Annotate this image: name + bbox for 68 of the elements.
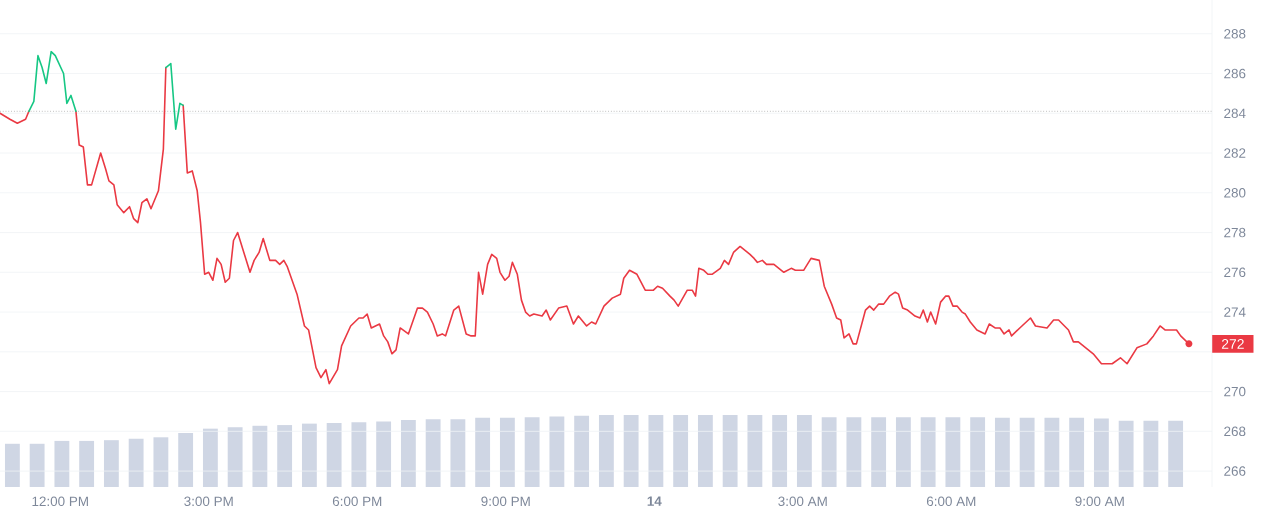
x-tick-label: 6:00 PM bbox=[332, 496, 382, 507]
y-tick-label: 284 bbox=[1224, 108, 1246, 119]
bar bbox=[54, 440, 70, 487]
bar bbox=[1069, 417, 1085, 487]
bar bbox=[351, 422, 367, 487]
y-tick-label: 282 bbox=[1224, 148, 1246, 158]
bar bbox=[475, 417, 491, 487]
bar bbox=[871, 417, 887, 487]
bar bbox=[623, 414, 639, 487]
y-tick-label: 278 bbox=[1224, 227, 1246, 238]
bar bbox=[598, 414, 614, 487]
x-tick-label: 14 bbox=[647, 496, 662, 506]
y-tick-label: 280 bbox=[1224, 188, 1246, 198]
bar bbox=[400, 420, 416, 487]
y-tick-label: 274 bbox=[1224, 307, 1246, 317]
bar bbox=[450, 419, 466, 487]
y-tick-label: 286 bbox=[1224, 68, 1246, 79]
bar bbox=[29, 443, 45, 487]
bar bbox=[524, 417, 540, 487]
bar bbox=[846, 417, 862, 487]
bar bbox=[252, 425, 268, 487]
bar bbox=[202, 428, 218, 487]
bar bbox=[673, 414, 689, 487]
bar bbox=[821, 417, 837, 487]
x-tick-label: 9:00 PM bbox=[481, 496, 530, 507]
bar bbox=[772, 414, 788, 487]
bar bbox=[499, 417, 515, 487]
bar bbox=[326, 422, 342, 487]
y-tick-label: 268 bbox=[1224, 426, 1246, 437]
bar bbox=[1118, 420, 1134, 487]
bar bbox=[79, 440, 95, 487]
bar bbox=[722, 414, 738, 487]
bar bbox=[4, 443, 20, 487]
bar bbox=[648, 414, 664, 487]
bar bbox=[970, 417, 986, 487]
y-tick-label: 288 bbox=[1224, 29, 1246, 39]
x-tick-label: 3:00 AM bbox=[778, 496, 827, 507]
bar bbox=[697, 414, 713, 487]
bar bbox=[895, 417, 911, 487]
bar bbox=[1168, 420, 1184, 487]
bar bbox=[549, 416, 565, 487]
bar bbox=[796, 414, 812, 487]
bar bbox=[1019, 417, 1035, 487]
annotation: 272 bbox=[1221, 338, 1244, 349]
bar bbox=[747, 414, 763, 487]
bar bbox=[574, 415, 590, 487]
bar bbox=[1093, 418, 1109, 487]
bar bbox=[376, 421, 392, 487]
x-tick-label: 3:00 PM bbox=[184, 496, 233, 507]
bar bbox=[301, 423, 317, 487]
y-tick-label: 276 bbox=[1224, 267, 1246, 278]
x-tick-label: 6:00 AM bbox=[926, 496, 976, 507]
bar bbox=[153, 437, 169, 487]
bar bbox=[103, 440, 119, 487]
bar bbox=[920, 417, 936, 487]
y-tick-label: 266 bbox=[1224, 466, 1246, 476]
bar bbox=[178, 432, 194, 487]
x-tick-label: 12:00 PM bbox=[32, 496, 88, 507]
x-tick-label: 9:00 AM bbox=[1075, 496, 1124, 507]
bar bbox=[994, 417, 1010, 487]
bar bbox=[1143, 420, 1159, 487]
bar bbox=[1044, 417, 1060, 487]
y-tick-label: 270 bbox=[1224, 386, 1246, 397]
bar bbox=[277, 425, 293, 487]
bar bbox=[425, 419, 441, 487]
bar bbox=[945, 417, 961, 487]
bar bbox=[227, 427, 243, 487]
bar bbox=[128, 438, 144, 487]
